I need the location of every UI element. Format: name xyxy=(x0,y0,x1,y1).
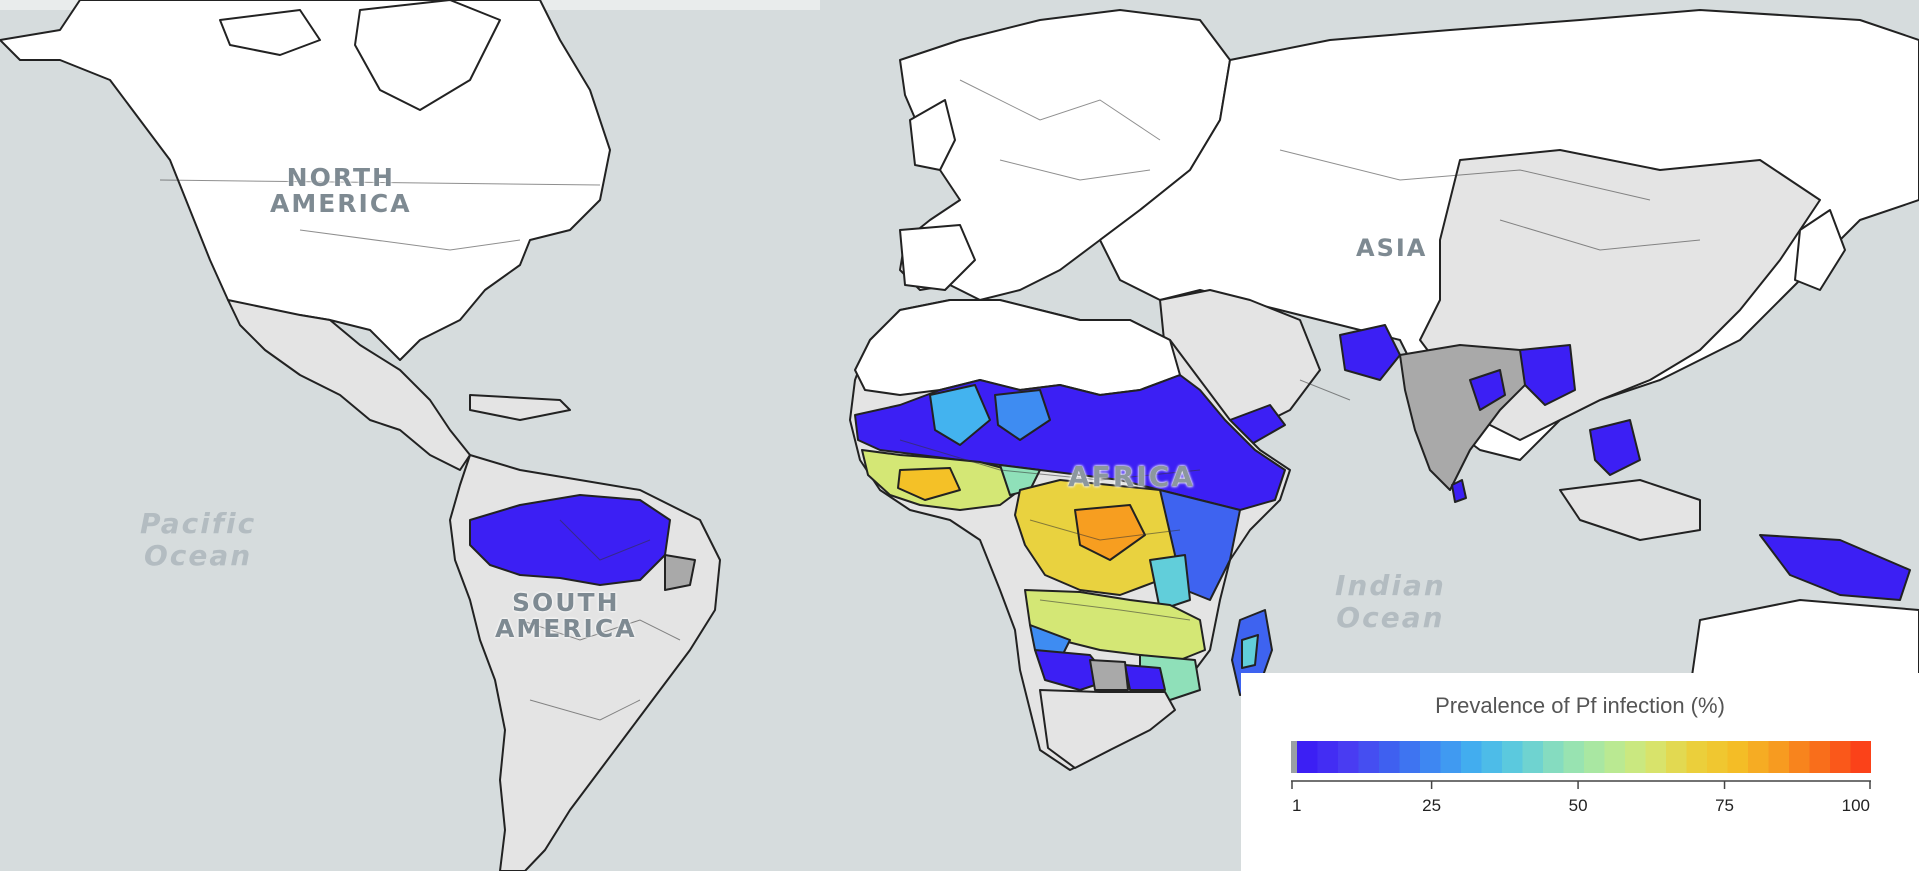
internal-borders xyxy=(159,79,1701,721)
indonesia-land[interactable] xyxy=(1559,479,1701,541)
label-north-america: NORTH AMERICA xyxy=(270,163,412,219)
legend-swatch xyxy=(1502,741,1524,773)
southern-grey[interactable] xyxy=(1089,659,1129,691)
legend-swatch xyxy=(1789,741,1811,773)
legend-title: Prevalence of Pf infection (%) xyxy=(1435,693,1725,718)
east-africa-teal[interactable] xyxy=(1149,554,1191,611)
europe-land[interactable] xyxy=(899,9,1231,301)
legend-swatch xyxy=(1625,741,1647,773)
southern-africa-no-risk[interactable] xyxy=(1039,689,1176,769)
legend-colorbar: 1 25 50 75 100 xyxy=(1291,741,1871,815)
label-indian-ocean-line2: Ocean xyxy=(1336,601,1445,635)
legend-swatch xyxy=(1420,741,1442,773)
legend-tick-label: 75 xyxy=(1715,796,1734,815)
japan-land[interactable] xyxy=(1794,209,1846,291)
british-isles[interactable] xyxy=(909,99,956,171)
legend-swatches xyxy=(1291,741,1871,773)
greenland-land[interactable] xyxy=(354,0,501,111)
caribbean-islands[interactable] xyxy=(469,394,571,421)
legend-swatch xyxy=(1440,741,1462,773)
legend-swatch xyxy=(1338,741,1360,773)
legend-swatch xyxy=(1727,741,1749,773)
legend-swatch xyxy=(1543,741,1565,773)
arctic-islands[interactable] xyxy=(219,9,321,56)
iberia[interactable] xyxy=(899,224,976,291)
se-asia-risk[interactable] xyxy=(1589,419,1641,476)
label-south-america-line1: SOUTH xyxy=(512,588,620,617)
legend-swatch xyxy=(1563,741,1585,773)
west-africa-light-blue[interactable] xyxy=(929,384,991,446)
central-sahel-mid-blue[interactable] xyxy=(994,389,1051,441)
madagascar-teal[interactable] xyxy=(1241,634,1259,669)
label-indian-ocean-line1: Indian xyxy=(1335,569,1446,602)
legend-swatch xyxy=(1666,741,1688,773)
north-america-land[interactable] xyxy=(0,0,611,361)
label-africa: AFRICA xyxy=(1068,460,1195,493)
legend-swatch xyxy=(1358,741,1380,773)
south-america-low-risk[interactable] xyxy=(664,554,696,591)
label-indian-ocean: Indian Ocean xyxy=(1335,569,1446,635)
legend-swatch xyxy=(1686,741,1708,773)
pakistan-risk[interactable] xyxy=(1339,324,1401,381)
legend-swatch-nodata xyxy=(1291,741,1297,773)
legend-swatch xyxy=(1399,741,1421,773)
legend-swatch xyxy=(1297,741,1319,773)
legend-swatch xyxy=(1830,741,1852,773)
legend-swatch xyxy=(1317,741,1339,773)
west-africa-orange[interactable] xyxy=(897,467,961,501)
legend-tick-label: 25 xyxy=(1422,796,1441,815)
label-north-america-line1: NORTH xyxy=(286,163,395,192)
legend-swatch xyxy=(1768,741,1790,773)
legend-swatch xyxy=(1850,741,1871,773)
legend-swatch xyxy=(1522,741,1544,773)
label-asia: ASIA xyxy=(1356,234,1428,262)
legend-swatch xyxy=(1461,741,1483,773)
label-pacific-ocean-line2: Ocean xyxy=(143,539,253,573)
label-south-america: SOUTH AMERICA xyxy=(495,588,637,644)
legend-panel: Prevalence of Pf infection (%) 1 25 50 75 10… xyxy=(1241,673,1919,871)
legend-tick-label: 50 xyxy=(1569,796,1588,815)
label-pacific-ocean: Pacific Ocean xyxy=(140,507,257,573)
label-south-america-line2: AMERICA xyxy=(495,614,637,644)
legend-swatch xyxy=(1809,741,1831,773)
amazon-risk-zone[interactable] xyxy=(469,494,671,586)
label-pacific-ocean-line1: Pacific xyxy=(140,507,257,540)
india-east-risk[interactable] xyxy=(1469,369,1506,411)
legend-tick-label: 100 xyxy=(1842,796,1870,815)
central-africa-orange[interactable] xyxy=(1074,504,1146,561)
legend-tick-label: 1 xyxy=(1292,796,1301,815)
legend-swatch xyxy=(1481,741,1503,773)
legend-swatch xyxy=(1379,741,1401,773)
png-risk[interactable] xyxy=(1759,534,1911,601)
legend-swatch xyxy=(1645,741,1667,773)
label-north-america-line2: AMERICA xyxy=(270,189,412,219)
legend-swatch xyxy=(1748,741,1770,773)
legend-swatch xyxy=(1584,741,1606,773)
legend-swatch xyxy=(1707,741,1729,773)
southern-blue-east[interactable] xyxy=(1124,664,1166,691)
legend-swatch xyxy=(1604,741,1626,773)
legend-ticks: 1 25 50 75 100 xyxy=(1291,781,1871,815)
myanmar-risk[interactable] xyxy=(1519,344,1576,406)
sri-lanka[interactable] xyxy=(1451,479,1467,503)
central-america-land[interactable] xyxy=(227,299,471,471)
